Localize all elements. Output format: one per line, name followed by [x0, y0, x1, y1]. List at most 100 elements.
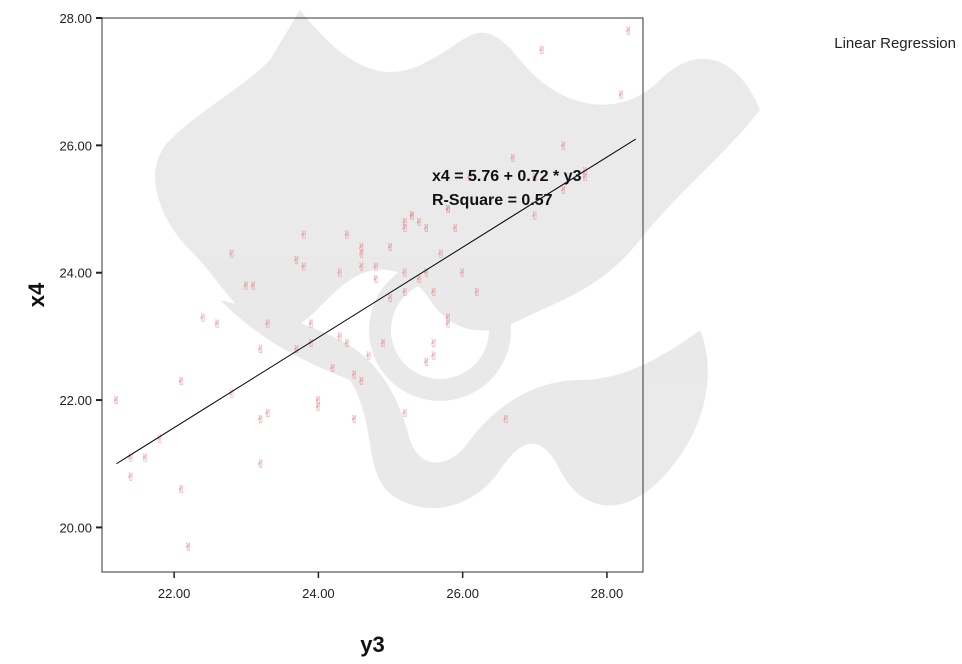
data-point: ✌ [328, 362, 337, 375]
data-point: ✌ [227, 248, 236, 261]
data-point: ✌ [444, 203, 453, 216]
data-point: ✌ [501, 413, 510, 426]
data-point: ✌ [408, 209, 417, 222]
data-point: ✌ [436, 248, 445, 261]
data-point: ✌ [343, 229, 352, 242]
data-point: ✌ [429, 286, 438, 299]
y-tick-label: 20.00 [59, 520, 92, 535]
x-axis-title: y3 [360, 632, 384, 657]
data-point: ✌ [335, 330, 344, 343]
watermark-lower-ornament [220, 300, 708, 509]
data-point: ✌ [451, 222, 460, 235]
data-point: ✌ [444, 318, 453, 331]
data-point: ✌ [415, 216, 424, 229]
data-point: ✌ [307, 337, 316, 350]
data-point: ✌ [357, 248, 366, 261]
data-point: ✌ [357, 260, 366, 273]
data-point: ✌ [357, 375, 366, 388]
data-point: ✌ [422, 222, 431, 235]
data-point: ✌ [177, 483, 186, 496]
data-point: ✌ [400, 407, 409, 420]
data-point: ✌ [581, 171, 590, 184]
data-point: ✌ [155, 432, 164, 445]
data-point: ✌ [371, 260, 380, 273]
data-point: ✌ [444, 203, 453, 216]
data-point: ✌ [350, 369, 359, 382]
data-point: ✌ [112, 394, 121, 407]
data-point: ✌ [386, 292, 395, 305]
data-point: ✌ [530, 209, 539, 222]
data-point: ✌ [177, 375, 186, 388]
data-point: ✌ [263, 407, 272, 420]
data-point: ✌ [299, 229, 308, 242]
data-point: ✌ [371, 273, 380, 286]
data-point: ✌ [292, 254, 301, 267]
data-point: ✌ [249, 279, 258, 292]
data-point: ✌ [429, 337, 438, 350]
x-tick-label: 28.00 [591, 586, 624, 601]
data-point: ✌ [343, 337, 352, 350]
data-point: ✌ [126, 470, 135, 483]
data-point: ✌ [292, 343, 301, 356]
x-tick-label: 26.00 [446, 586, 479, 601]
plot-frame [101, 17, 644, 573]
data-point: ✌ [415, 273, 424, 286]
data-point: ✌ [350, 413, 359, 426]
y-tick-label: 22.00 [59, 393, 92, 408]
watermark-logo [155, 10, 760, 509]
data-point: ✌ [364, 349, 373, 362]
data-point: ✌ [465, 171, 474, 184]
data-point: ✌ [400, 222, 409, 235]
regression-equation: x4 = 5.76 + 0.72 * y3 [432, 168, 582, 185]
data-point: ✌ [624, 25, 633, 38]
data-point: ✌ [530, 171, 539, 184]
data-point: ✌ [307, 318, 316, 331]
data-point: ✌ [400, 216, 409, 229]
y-axis-title: x4 [24, 282, 49, 307]
data-point: ✌ [429, 349, 438, 362]
data-point: ✌ [400, 286, 409, 299]
data-point: ✌ [581, 165, 590, 178]
x-tick-label: 24.00 [302, 586, 335, 601]
regression-line [116, 138, 637, 465]
data-point: ✌ [242, 279, 251, 292]
y-tick-label: 24.00 [59, 266, 92, 281]
r-square-label: R-Square = 0.57 [432, 192, 553, 209]
x-tick-label: 22.00 [158, 586, 191, 601]
data-point: ✌ [126, 451, 135, 464]
watermark-center-ring [369, 259, 511, 401]
data-point: ✌ [559, 184, 568, 197]
y-tick-label: 28.00 [59, 11, 92, 26]
data-point: ✌ [458, 267, 467, 280]
data-point: ✌ [335, 267, 344, 280]
data-point: ✌ [227, 388, 236, 401]
legend-linear-regression: Linear Regression [834, 35, 956, 52]
data-point: ✌ [256, 343, 265, 356]
data-point: ✌ [198, 311, 207, 324]
data-point: ✌ [314, 394, 323, 407]
data-point: ✌ [386, 241, 395, 254]
data-point: ✌ [314, 400, 323, 413]
data-point: ✌ [299, 260, 308, 273]
data-point: ✌ [509, 152, 518, 165]
data-point: ✌ [184, 541, 193, 554]
data-point: ✌ [537, 44, 546, 57]
data-point: ✌ [422, 267, 431, 280]
data-point: ✌ [379, 337, 388, 350]
data-point: ✌ [444, 311, 453, 324]
data-point: ✌ [141, 451, 150, 464]
y-tick-label: 26.00 [59, 138, 92, 153]
data-point: ✌ [408, 209, 417, 222]
data-point: ✌ [617, 88, 626, 101]
data-points: ✌ ✌ ✌ ✌ ✌ ✌ ✌ ✌ ✌ ✌ ✌ ✌ ✌ ✌ ✌ ✌ ✌ ✌ ✌ ✌ ✌ ✌ ✌ ✌ ✌ ✌ ✌ ✌ ✌ ✌ ✌ ✌ ✌ ✌ ✌ ✌ ✌ ✌ ✌ ✌… [112, 25, 633, 554]
data-point: ✌ [422, 356, 431, 369]
data-point: ✌ [256, 413, 265, 426]
watermark-ornament [155, 10, 760, 332]
data-point: ✌ [256, 458, 265, 471]
data-point: ✌ [213, 318, 222, 331]
data-point: ✌ [263, 318, 272, 331]
data-point: ✌ [357, 241, 366, 254]
data-point: ✌ [472, 286, 481, 299]
data-point: ✌ [400, 267, 409, 280]
